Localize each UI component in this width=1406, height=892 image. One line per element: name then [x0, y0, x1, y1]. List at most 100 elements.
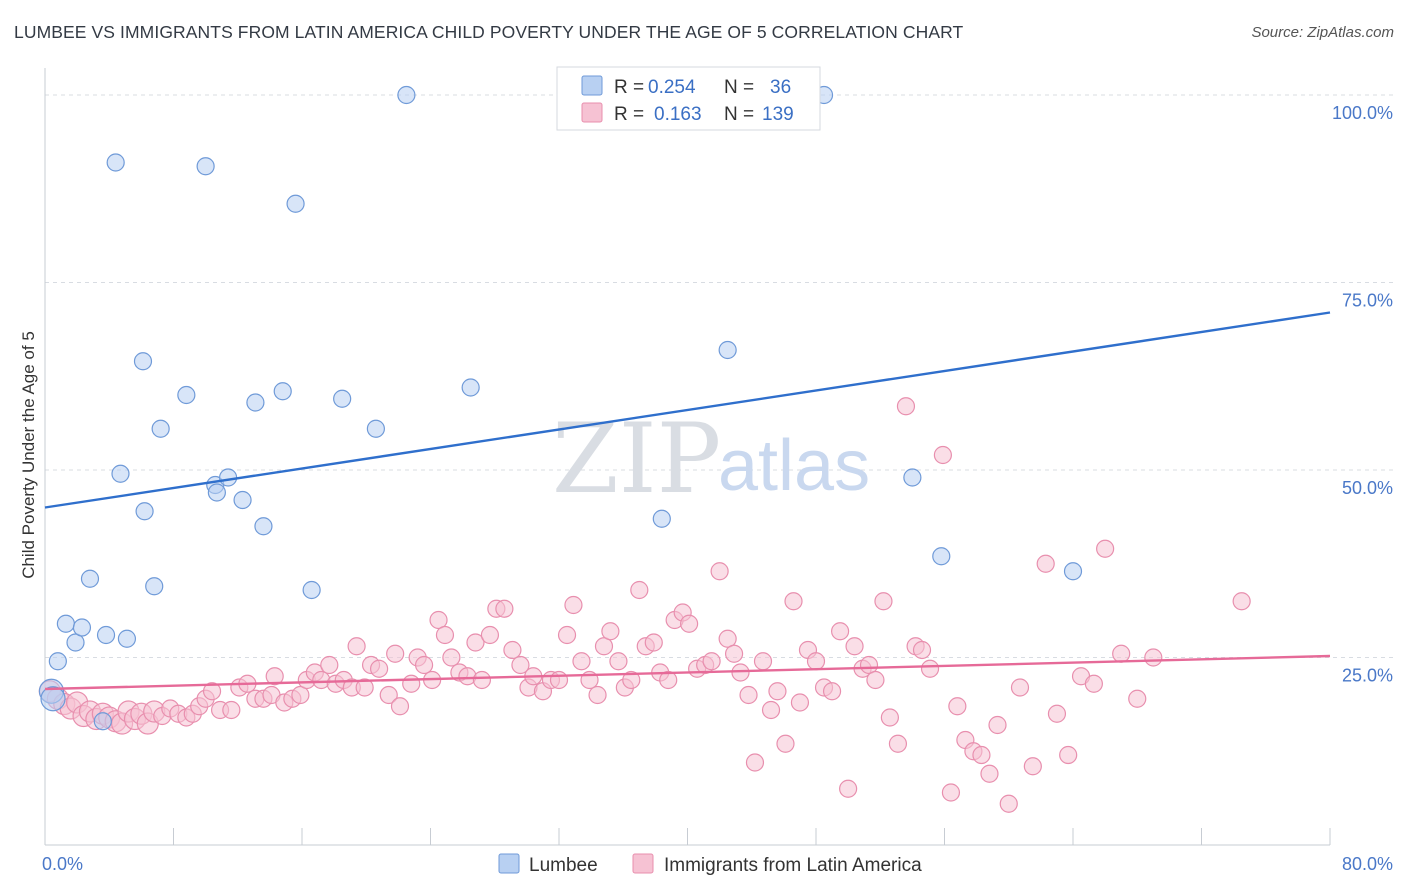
lumbee-point-9	[106, 153, 125, 172]
immigrants-point-138	[1112, 644, 1131, 663]
lumbee-point-17	[196, 157, 215, 176]
immigrants-point-115	[880, 708, 899, 727]
legend-box: R = 0.254 N = 36 R = 0.163 N = 139	[556, 66, 821, 131]
immigrants-point-64	[503, 640, 522, 660]
lumbee-trend-line	[44, 311, 1331, 509]
lumbee-point-11	[117, 629, 137, 648]
lumbee-point-25	[286, 194, 305, 213]
immigrants-point-140	[1144, 648, 1163, 667]
immigrants-point-26	[222, 700, 241, 720]
immigrants-point-73	[572, 652, 591, 671]
immigrants-point-85	[659, 670, 678, 690]
immigrants-point-122	[941, 783, 961, 802]
immigrants-point-94	[724, 644, 744, 663]
immigrants-point-65	[511, 655, 530, 675]
immigrants-point-132	[1036, 554, 1055, 573]
bottom-legend-swatch-lumbee	[498, 853, 520, 874]
immigrants-trend-line	[44, 654, 1331, 691]
immigrants-point-78	[609, 652, 628, 671]
lumbee-point-13	[135, 502, 154, 521]
immigrants-point-47	[379, 685, 398, 705]
immigrants-point-134	[1059, 745, 1078, 765]
lumbee-point-19	[207, 483, 226, 502]
lumbee-point-28	[366, 419, 385, 438]
lumbee-point-14	[145, 577, 164, 596]
immigrants-point-80	[622, 670, 641, 690]
immigrants-point-120	[920, 659, 940, 678]
immigrants-point-55	[435, 625, 455, 645]
lumbee-point-23	[254, 517, 273, 536]
bottom-legend-swatch-immigrants	[632, 853, 654, 874]
y-tick-label-75: 75.0%	[1342, 291, 1393, 311]
legend-r-label-1: R =	[614, 77, 644, 98]
legend-swatch-immigrants	[581, 102, 603, 123]
lumbee-point-30	[461, 378, 480, 397]
immigrants-point-114	[874, 592, 893, 611]
lumbee-point-6	[80, 569, 100, 588]
legend-n-value-1: 36	[770, 77, 791, 98]
x-ticks	[173, 828, 1331, 845]
immigrants-point-48	[386, 644, 405, 663]
immigrants-point-116	[888, 734, 908, 753]
lumbee-point-24	[273, 382, 292, 401]
immigrants-point-123	[948, 697, 967, 716]
immigrants-point-56	[442, 648, 461, 667]
legend-r-label-2: R =	[614, 104, 644, 125]
series-immigrants-points	[38, 397, 1251, 813]
immigrants-point-71	[557, 625, 577, 645]
immigrants-point-54	[429, 610, 448, 630]
immigrants-point-109	[839, 779, 858, 798]
immigrants-point-136	[1084, 674, 1103, 693]
immigrants-point-131	[1023, 757, 1042, 776]
immigrants-point-83	[644, 633, 663, 652]
source-label: Source: ZipAtlas.com	[1251, 24, 1394, 41]
immigrants-point-98	[753, 652, 773, 671]
immigrants-point-46	[370, 659, 389, 678]
watermark-zip: ZIP	[552, 403, 721, 515]
immigrants-point-77	[601, 622, 620, 641]
lumbee-point-12	[133, 352, 153, 371]
bottom-legend-label-lumbee: Lumbee	[529, 855, 598, 876]
immigrants-point-49	[390, 697, 410, 716]
immigrants-point-137	[1096, 539, 1115, 558]
immigrants-point-70	[549, 670, 569, 690]
lumbee-point-21	[233, 490, 252, 510]
lumbee-point-20	[219, 468, 238, 487]
legend-n-value-2: 139	[762, 104, 794, 125]
lumbee-point-31	[652, 509, 671, 528]
immigrants-point-44	[355, 678, 374, 697]
immigrants-point-95	[731, 663, 750, 682]
immigrants-point-35	[291, 685, 310, 705]
y-tick-label-50: 50.0%	[1342, 478, 1393, 498]
lumbee-point-1	[40, 686, 66, 712]
immigrants-point-24	[202, 682, 222, 701]
lumbee-point-10	[111, 464, 130, 483]
immigrants-point-39	[320, 655, 339, 675]
legend-swatch-lumbee	[581, 75, 603, 96]
immigrants-point-92	[710, 562, 729, 581]
immigrants-point-121	[933, 445, 952, 465]
immigrants-point-119	[912, 640, 932, 660]
lumbee-point-7	[93, 712, 112, 731]
lumbee-point-35	[932, 547, 951, 566]
lumbee-point-34	[903, 468, 922, 487]
immigrants-point-103	[790, 693, 810, 712]
lumbee-point-36	[1063, 562, 1083, 581]
immigrants-point-128	[988, 715, 1007, 735]
immigrants-point-91	[702, 652, 721, 671]
immigrants-point-97	[745, 753, 765, 772]
immigrants-point-113	[866, 670, 885, 690]
y-tick-label-100: 100.0%	[1332, 103, 1393, 123]
immigrants-point-129	[999, 794, 1018, 813]
immigrants-point-96	[739, 685, 758, 705]
immigrants-point-88	[680, 614, 699, 633]
immigrants-point-75	[588, 685, 607, 705]
lumbee-point-4	[66, 633, 85, 652]
y-axis-label: Child Poverty Under the Age of 5	[19, 331, 38, 579]
immigrants-point-72	[564, 595, 583, 615]
bottom-legend: Lumbee Immigrants from Latin America	[498, 853, 922, 876]
lumbee-point-2	[48, 652, 67, 671]
lumbee-point-15	[151, 419, 170, 438]
immigrants-point-61	[480, 625, 500, 645]
